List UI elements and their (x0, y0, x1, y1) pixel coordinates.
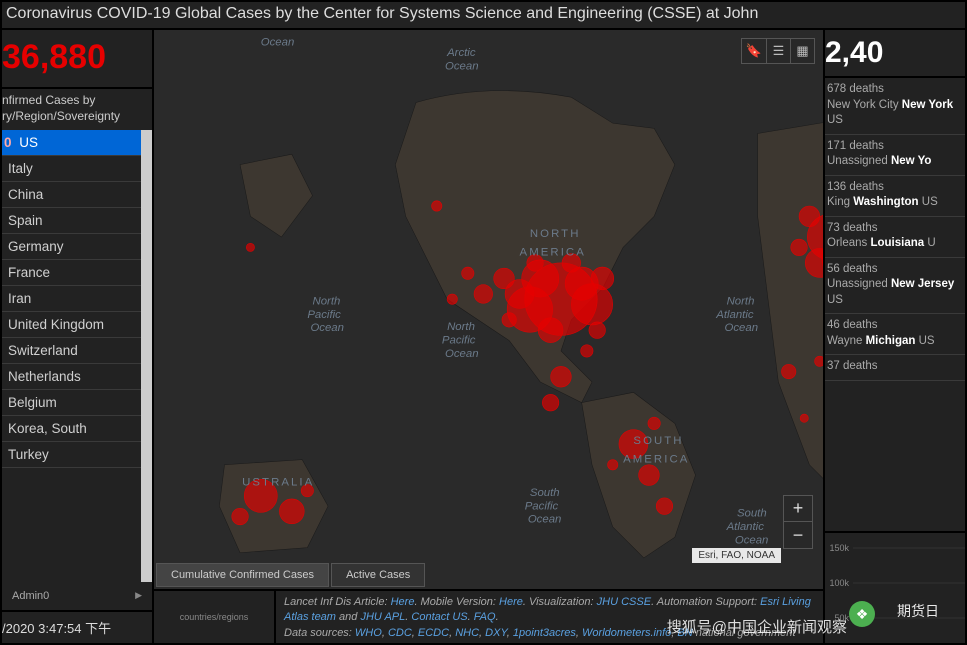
death-row[interactable]: 46 deathsWayne Michigan US (825, 314, 965, 355)
total-confirmed-number: 36,880 (2, 38, 152, 77)
zoom-out-button[interactable]: − (784, 522, 812, 548)
svg-text:Pacific: Pacific (307, 309, 341, 321)
svg-text:50k: 50k (834, 613, 849, 623)
admin-selector[interactable]: Admin0 (2, 582, 152, 610)
total-confirmed-panel: 36,880 (2, 30, 152, 87)
deaths-list[interactable]: 678 deathsNew York City New York US171 d… (825, 78, 965, 531)
death-row[interactable]: 73 deathsOrleans Louisiana U (825, 217, 965, 258)
svg-text:AMERICA: AMERICA (623, 454, 689, 466)
country-row[interactable]: China (2, 182, 152, 208)
map-toolbar: 🔖 ☰ ▦ (741, 38, 815, 64)
svg-text:USTRALIA: USTRALIA (242, 476, 314, 488)
country-row[interactable]: Iran (2, 286, 152, 312)
svg-text:Pacific: Pacific (525, 500, 559, 512)
country-row[interactable]: United Kingdom (2, 312, 152, 338)
country-row[interactable]: Turkey (2, 442, 152, 468)
map-tab[interactable]: Cumulative Confirmed Cases (156, 563, 329, 587)
death-row[interactable]: 37 deaths (825, 355, 965, 381)
svg-text:Ocean: Ocean (725, 322, 759, 334)
basemap-icon[interactable]: ▦ (790, 39, 814, 63)
svg-text:SOUTH: SOUTH (633, 435, 683, 447)
svg-text:Ocean: Ocean (445, 348, 479, 360)
deaths-total-panel: 2,40 (825, 30, 965, 76)
svg-text:North: North (447, 321, 475, 333)
country-row[interactable]: Italy (2, 156, 152, 182)
svg-text:100k: 100k (829, 578, 849, 588)
svg-text:South: South (530, 487, 560, 499)
svg-text:Ocean: Ocean (735, 534, 769, 546)
country-row[interactable]: 0 US (2, 130, 152, 156)
death-row[interactable]: 171 deathsUnassigned New Yo (825, 135, 965, 176)
svg-text:Ocean: Ocean (261, 37, 295, 49)
death-row[interactable]: 678 deathsNew York City New York US (825, 78, 965, 135)
country-row[interactable]: Korea, South (2, 416, 152, 442)
svg-text:Atlantic: Atlantic (726, 521, 765, 533)
country-row[interactable]: Spain (2, 208, 152, 234)
map-attribution: Esri, FAO, NOAA (692, 548, 781, 563)
svg-text:North: North (313, 295, 341, 307)
svg-text:NORTH: NORTH (530, 228, 581, 240)
death-row[interactable]: 56 deathsUnassigned New Jersey US (825, 258, 965, 315)
zoom-controls: + − (783, 495, 813, 549)
svg-text:Ocean: Ocean (445, 60, 479, 72)
svg-text:Ocean: Ocean (528, 514, 562, 526)
svg-text:South: South (737, 508, 767, 520)
country-row[interactable]: Germany (2, 234, 152, 260)
world-map[interactable]: OceanArcticOceanNorthPacificOceanNorthPa… (154, 30, 823, 589)
map-panel[interactable]: OceanArcticOceanNorthPacificOceanNorthPa… (154, 30, 823, 589)
deaths-total-number: 2,40 (825, 30, 965, 76)
zoom-in-button[interactable]: + (784, 496, 812, 522)
country-list[interactable]: 0 US Italy China Spain Germany France Ir… (2, 130, 152, 582)
countries-regions-label: countries/regions (154, 591, 274, 643)
svg-text:Atlantic: Atlantic (715, 309, 754, 321)
death-row[interactable]: 136 deathsKing Washington US (825, 176, 965, 217)
country-row[interactable]: France (2, 260, 152, 286)
svg-text:Pacific: Pacific (442, 335, 476, 347)
info-box: Lancet Inf Dis Article: Here. Mobile Ver… (276, 591, 823, 643)
legend-icon[interactable]: ☰ (766, 39, 790, 63)
country-row[interactable]: Switzerland (2, 338, 152, 364)
svg-text:AMERICA: AMERICA (520, 247, 586, 259)
svg-text:Ocean: Ocean (310, 322, 344, 334)
confirmed-header: nfirmed Cases by ry/Region/Sovereignty (2, 89, 152, 130)
svg-text:Arctic: Arctic (446, 47, 476, 59)
svg-text:North: North (727, 295, 755, 307)
timestamp: /2020 3:47:54 下午 (2, 612, 152, 643)
country-row[interactable]: Belgium (2, 390, 152, 416)
page-title: Coronavirus COVID-19 Global Cases by the… (2, 2, 965, 28)
mini-chart: 150k 100k 50k (825, 533, 965, 643)
confirmed-panel: nfirmed Cases by ry/Region/Sovereignty 0… (2, 89, 152, 610)
svg-text:150k: 150k (829, 543, 849, 553)
bookmark-icon[interactable]: 🔖 (742, 39, 766, 63)
country-row[interactable]: Netherlands (2, 364, 152, 390)
map-tabs: Cumulative Confirmed CasesActive Cases (156, 563, 425, 587)
map-tab[interactable]: Active Cases (331, 563, 425, 587)
